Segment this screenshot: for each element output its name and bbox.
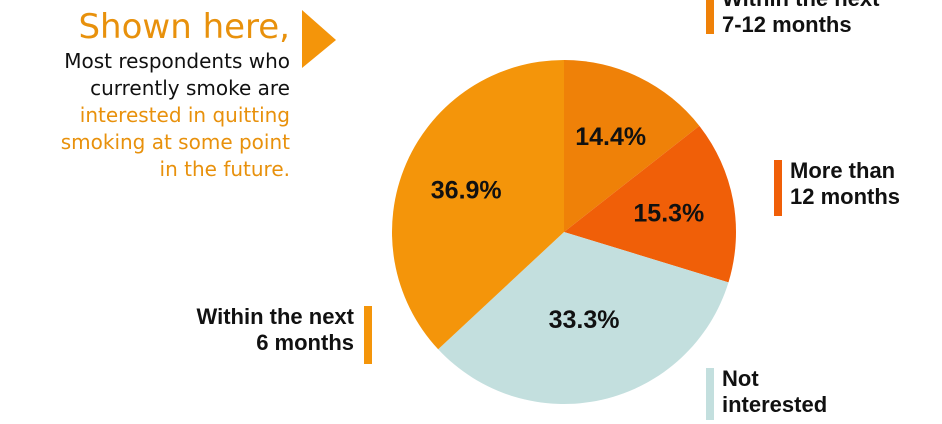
intro-line-3: interested in quitting xyxy=(79,103,290,127)
pie-slice xyxy=(564,60,700,232)
pie-slices xyxy=(392,60,736,404)
legend-swatch xyxy=(364,306,372,364)
legend-label-line2: 6 months xyxy=(256,330,354,355)
intro-title: Shown here, xyxy=(78,7,290,47)
pie-slice xyxy=(564,125,736,283)
legend-label-line2: 12 months xyxy=(790,184,901,209)
legend-swatch xyxy=(706,0,714,34)
pie-slice xyxy=(392,60,564,350)
legend-label-line1: Not xyxy=(722,366,759,391)
legend-label-line1: More than xyxy=(790,158,896,183)
legend-swatch xyxy=(774,160,782,216)
intro-line-1: Most respondents who xyxy=(64,49,290,73)
legend-not-interested: Not interested xyxy=(706,366,828,420)
intro-line-5: in the future. xyxy=(159,157,290,181)
intro-body: Most respondents who currently smoke are… xyxy=(0,48,290,183)
legend-label-line1: Within the next xyxy=(196,304,354,329)
pie-slice xyxy=(438,232,729,404)
slice-value-label: 15.3% xyxy=(633,199,704,227)
legend-label-line2: 7-12 months xyxy=(722,12,852,37)
slice-value-label: 14.4% xyxy=(575,123,646,151)
legend-label-line2: interested xyxy=(722,392,828,417)
legend-swatch xyxy=(706,368,714,420)
legend-within-6: Within the next 6 months xyxy=(196,304,372,364)
pointer-arrow-icon xyxy=(302,10,336,68)
intro-line-2: currently smoke are xyxy=(90,76,290,100)
legend-label-line1: Within the next xyxy=(722,0,879,12)
slice-value-label: 33.3% xyxy=(549,306,620,334)
pie-value-labels: 14.4% 15.3% 33.3% 36.9% xyxy=(431,123,705,334)
intro-line-4: smoking at some point xyxy=(60,130,290,154)
intro-text: Shown here, Most respondents who current… xyxy=(0,6,290,183)
legend-more-than-12: More than 12 months xyxy=(774,158,901,216)
slice-value-label: 36.9% xyxy=(431,176,502,204)
legend-within-7-12: Within the next 7-12 months xyxy=(706,0,879,38)
